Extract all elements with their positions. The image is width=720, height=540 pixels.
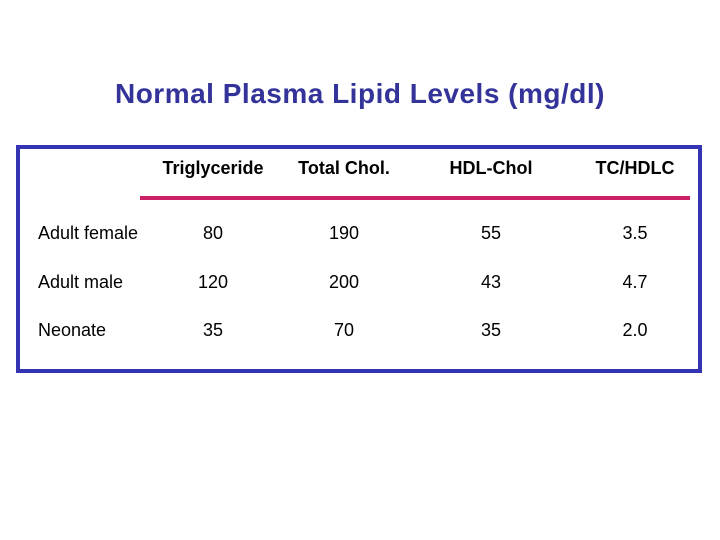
cell-hdl-chol: 55	[480, 223, 502, 243]
column-header-hdl-chol: HDL-Chol	[449, 158, 533, 178]
cell-tc-hdlc: 3.5	[622, 223, 648, 243]
column-header-tc-hdlc: TC/HDLC	[595, 158, 675, 178]
header-underline-rule	[140, 196, 690, 200]
cell-total-chol: 190	[328, 223, 360, 243]
cell-triglyceride: 35	[202, 320, 224, 340]
table-header-row: Triglyceride Total Chol. HDL-Chol TC/HDL…	[20, 149, 698, 187]
cell-hdl-chol: 35	[480, 320, 502, 340]
table-row-adult-male: Adult male 120 200 43 4.7	[20, 264, 698, 300]
cell-hdl-chol: 43	[480, 272, 502, 292]
cell-triglyceride: 80	[202, 223, 224, 243]
lipid-table-box: Triglyceride Total Chol. HDL-Chol TC/HDL…	[16, 145, 702, 373]
column-header-triglyceride: Triglyceride	[162, 158, 264, 178]
table-row-adult-female: Adult female 80 190 55 3.5	[20, 215, 698, 251]
row-label: Adult female	[38, 223, 139, 243]
cell-total-chol: 200	[328, 272, 360, 292]
table-row-neonate: Neonate 35 70 35 2.0	[20, 312, 698, 348]
slide-title: Normal Plasma Lipid Levels (mg/dl)	[114, 78, 605, 109]
cell-tc-hdlc: 4.7	[622, 272, 648, 292]
header-spacer-cell	[20, 149, 144, 187]
row-label: Adult male	[38, 272, 124, 292]
column-header-total-chol: Total Chol.	[298, 158, 390, 178]
cell-tc-hdlc: 2.0	[622, 320, 648, 340]
cell-triglyceride: 120	[197, 272, 229, 292]
row-label: Neonate	[38, 320, 107, 340]
cell-total-chol: 70	[333, 320, 355, 340]
